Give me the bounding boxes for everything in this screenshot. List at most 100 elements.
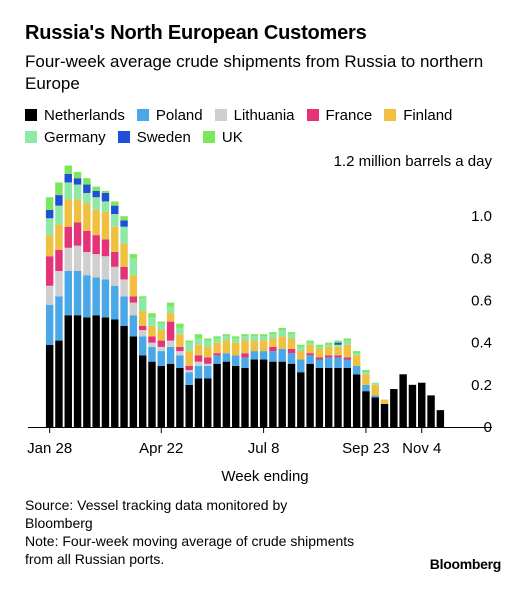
bar-finland-30 xyxy=(325,346,333,356)
bar-germany-33 xyxy=(352,353,361,356)
bar-uk-2 xyxy=(64,165,72,174)
bar-lithuania-8 xyxy=(120,279,128,297)
bar-poland-7 xyxy=(111,285,119,320)
bar-uk-20 xyxy=(231,336,240,339)
bar-netherlands-7 xyxy=(111,319,119,427)
bar-sweden-2 xyxy=(64,174,72,183)
bar-netherlands-38 xyxy=(399,374,407,427)
bar-france-14 xyxy=(176,346,184,352)
bar-finland-36 xyxy=(380,399,389,404)
bar-uk-14 xyxy=(176,323,184,328)
bar-germany-0 xyxy=(45,218,54,236)
bar-sweden-3 xyxy=(73,178,82,185)
bar-poland-13 xyxy=(166,346,175,364)
bar-uk-0 xyxy=(45,197,54,210)
bar-lithuania-9 xyxy=(129,302,138,316)
bar-poland-24 xyxy=(269,351,277,362)
bar-netherlands-2 xyxy=(64,315,72,427)
bar-poland-2 xyxy=(64,270,72,316)
bar-finland-5 xyxy=(92,209,100,236)
bar-france-17 xyxy=(204,357,212,364)
bar-netherlands-3 xyxy=(73,315,82,427)
bar-finland-6 xyxy=(101,211,110,240)
bar-germany-19 xyxy=(222,336,231,341)
bar-uk-24 xyxy=(269,332,277,335)
bar-france-21 xyxy=(241,353,249,358)
bar-germany-31 xyxy=(334,344,342,347)
bar-finland-14 xyxy=(176,334,184,347)
bar-uk-29 xyxy=(315,344,324,347)
bar-poland-25 xyxy=(278,348,286,362)
source-text: Source: Vessel tracking data monitored b… xyxy=(25,497,288,531)
bar-uk-27 xyxy=(297,344,305,347)
bar-lithuania-14 xyxy=(176,351,184,356)
bar-poland-19 xyxy=(222,353,231,362)
bar-netherlands-16 xyxy=(194,378,203,427)
bar-lithuania-13 xyxy=(166,340,175,347)
bar-france-15 xyxy=(185,365,193,371)
bar-netherlands-22 xyxy=(250,359,259,427)
bar-finland-0 xyxy=(45,235,54,257)
bar-france-13 xyxy=(166,321,175,341)
bar-uk-21 xyxy=(241,334,249,337)
bar-poland-28 xyxy=(306,355,314,364)
bar-poland-17 xyxy=(204,365,212,379)
bar-finland-21 xyxy=(241,340,249,354)
bar-lithuania-2 xyxy=(64,247,72,271)
legend-item-france: France xyxy=(306,107,372,124)
bar-uk-7 xyxy=(111,201,119,206)
bar-france-32 xyxy=(343,357,352,360)
bar-germany-27 xyxy=(297,346,305,352)
bar-finland-22 xyxy=(250,340,259,352)
bar-poland-27 xyxy=(297,359,305,373)
bar-germany-9 xyxy=(129,258,138,276)
bar-finland-18 xyxy=(213,342,221,354)
y-axis-label: 1.2 million barrels a day xyxy=(334,153,493,170)
legend-item-germany: Germany xyxy=(25,129,106,146)
bar-germany-14 xyxy=(176,327,184,335)
sweden-swatch xyxy=(117,131,130,143)
bar-netherlands-33 xyxy=(352,374,361,427)
netherlands-swatch xyxy=(25,109,37,121)
bar-poland-21 xyxy=(241,357,249,368)
bar-uk-34 xyxy=(362,370,370,373)
bar-finland-12 xyxy=(157,330,165,341)
bar-germany-17 xyxy=(204,340,212,347)
chart-title: Russia's North European Customers xyxy=(25,22,367,44)
bar-finland-17 xyxy=(204,346,212,358)
bar-uk-23 xyxy=(259,334,268,337)
bar-poland-14 xyxy=(176,355,184,368)
bar-sweden-4 xyxy=(83,184,91,193)
bar-finland-10 xyxy=(138,311,147,326)
bar-uk-12 xyxy=(157,321,165,324)
legend-item-lithuania: Lithuania xyxy=(214,107,295,124)
bar-poland-1 xyxy=(55,296,63,341)
bar-lithuania-7 xyxy=(111,266,119,286)
bar-poland-6 xyxy=(101,279,110,318)
bar-netherlands-9 xyxy=(129,336,138,427)
bar-finland-4 xyxy=(83,203,91,231)
bar-netherlands-4 xyxy=(83,317,91,427)
bar-netherlands-35 xyxy=(371,397,379,427)
bar-germany-24 xyxy=(269,334,277,339)
bar-poland-22 xyxy=(250,351,259,360)
bar-france-18 xyxy=(213,353,221,356)
bar-poland-29 xyxy=(315,359,324,368)
bar-germany-7 xyxy=(111,214,119,227)
bar-finland-35 xyxy=(371,384,379,396)
bar-finland-33 xyxy=(352,355,361,366)
x-tick-label: Jul 8 xyxy=(248,440,280,457)
bar-finland-3 xyxy=(73,199,82,223)
bar-sweden-1 xyxy=(55,195,63,206)
bar-uk-28 xyxy=(306,340,314,343)
source-note: Source: Vessel tracking data monitored b… xyxy=(25,496,355,568)
bar-finland-20 xyxy=(231,342,240,356)
legend-item-netherlands: Netherlands xyxy=(25,107,125,124)
x-tick-label: Jan 28 xyxy=(27,440,72,457)
bar-germany-28 xyxy=(306,342,314,345)
bar-netherlands-30 xyxy=(325,367,333,427)
bar-germany-1 xyxy=(55,205,63,225)
bar-france-3 xyxy=(73,222,82,246)
bar-uk-4 xyxy=(83,178,91,185)
bar-france-6 xyxy=(101,239,110,257)
